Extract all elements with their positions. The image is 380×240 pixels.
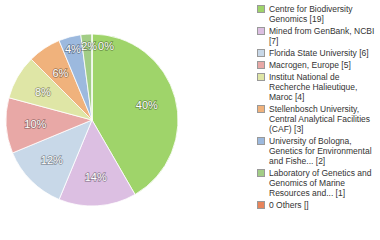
legend-entry: Institut National de Recherche Halieutiq… — [257, 72, 379, 102]
legend-entry: Centre for Biodiversity Genomics [19] — [257, 4, 379, 24]
pie-plot: 40% 14% 12% 10% 8%6% 4%2%0% — [0, 0, 256, 240]
legend-entry: 0 Others [] — [257, 200, 379, 210]
slice-label: 10% — [24, 118, 46, 130]
slice-label: 6% — [53, 67, 69, 79]
legend-swatch — [257, 137, 265, 145]
slice-label: 2% — [81, 40, 97, 52]
legend-label: Institut National de Recherche Halieutiq… — [269, 72, 377, 102]
slice-label: 0% — [98, 40, 114, 52]
legend-label: University of Bologna, Genetics for Envi… — [269, 136, 377, 166]
legend-swatch — [257, 5, 265, 13]
slice-label: 4% — [65, 43, 81, 55]
slices — [6, 34, 178, 206]
legend-entry: Stellenbosch University, Central Analyti… — [257, 104, 379, 134]
legend: Centre for Biodiversity Genomics [19]Min… — [257, 4, 379, 210]
legend-label: Florida State University [6] — [269, 48, 377, 58]
legend-swatch — [257, 27, 265, 35]
slice-labels: 40% 14% 12% 10% 8%6% 4%2%0% — [24, 40, 158, 183]
legend-label: Laboratory of Genetics and Genomics of M… — [269, 168, 377, 198]
slice-label: 40% — [136, 99, 158, 111]
slice-label: 14% — [85, 171, 107, 183]
legend-entry: Florida State University [6] — [257, 48, 379, 58]
legend-label: Mined from GenBank, NCBI [7] — [269, 26, 377, 46]
slice-label: 8% — [35, 86, 51, 98]
legend-entry: Laboratory of Genetics and Genomics of M… — [257, 168, 379, 198]
legend-swatch — [257, 105, 265, 113]
legend-label: Macrogen, Europe [5] — [269, 60, 377, 70]
slice-label: 12% — [41, 154, 63, 166]
legend-entry: Mined from GenBank, NCBI [7] — [257, 26, 379, 46]
legend-label: 0 Others [] — [269, 200, 377, 210]
legend-swatch — [257, 169, 265, 177]
legend-swatch — [257, 61, 265, 69]
legend-swatch — [257, 73, 265, 81]
legend-entry: Macrogen, Europe [5] — [257, 60, 379, 70]
chart-root: 40% 14% 12% 10% 8%6% 4%2%0% Centre for Biodiv… — [0, 0, 380, 240]
legend-swatch — [257, 201, 265, 209]
legend-label: Centre for Biodiversity Genomics [19] — [269, 4, 377, 24]
legend-label: Stellenbosch University, Central Analyti… — [269, 104, 377, 134]
legend-swatch — [257, 49, 265, 57]
legend-entry: University of Bologna, Genetics for Envi… — [257, 136, 379, 166]
